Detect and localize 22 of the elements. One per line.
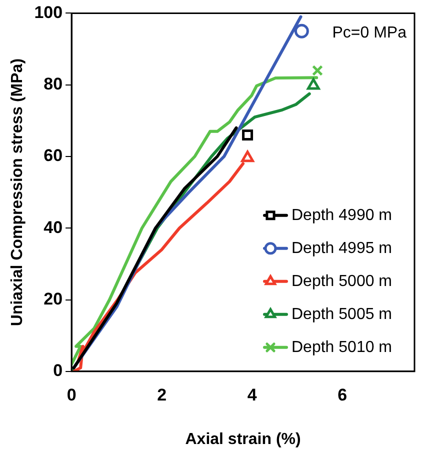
x-axis-title: Axial strain (%) xyxy=(185,430,301,448)
point xyxy=(306,78,320,90)
x-tick-label: 2 xyxy=(157,385,167,404)
x-tick-label: 6 xyxy=(338,385,348,404)
legend-label: Depth 5010 m xyxy=(292,338,392,356)
point xyxy=(241,150,254,162)
y-tick-label: 100 xyxy=(34,2,63,22)
y-axis-title: Uniaxial Compression stress (MPa) xyxy=(9,58,26,326)
x-tick-label: 4 xyxy=(247,385,258,404)
legend-label: Depth 4990 m xyxy=(292,206,392,224)
annotation: Pc=0 MPa xyxy=(332,24,407,42)
x-tick-label: 0 xyxy=(66,385,76,404)
legend-label: Depth 4995 m xyxy=(292,240,392,257)
legend-label: Depth 5000 m xyxy=(292,272,392,290)
y-tick-label: 40 xyxy=(44,218,63,237)
point xyxy=(294,24,309,38)
point xyxy=(242,129,254,140)
y-tick-label: 80 xyxy=(44,74,63,94)
y-tick-label: 60 xyxy=(44,146,63,166)
y-tick-label: 0 xyxy=(53,361,63,380)
y-tick-label: 20 xyxy=(44,289,63,308)
legend-label: Depth 5005 m xyxy=(292,306,392,323)
